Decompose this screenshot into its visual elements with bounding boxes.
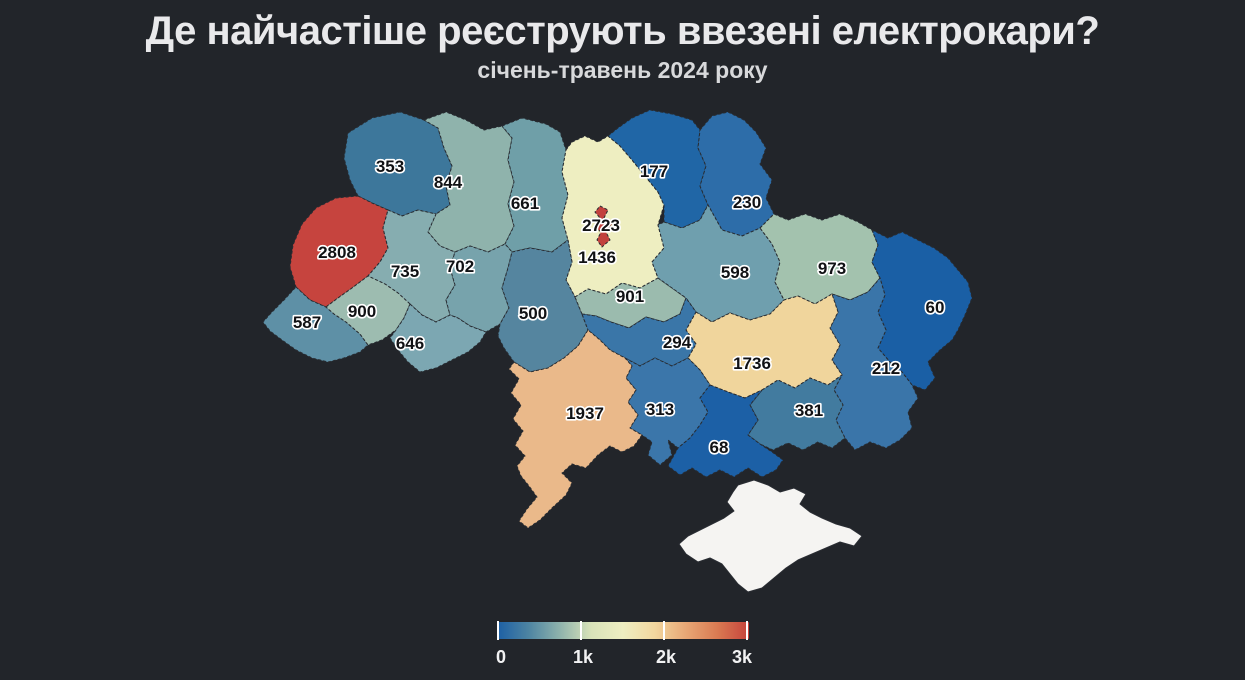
- region-chernihiv[interactable]: [607, 109, 709, 229]
- region-odesa[interactable]: [508, 329, 643, 529]
- legend-label-1k: 1k: [572, 647, 594, 667]
- region-value-rivne: 844: [434, 173, 463, 192]
- region-crimea-no-data: [678, 479, 863, 593]
- region-value-zakarpattia: 587: [293, 313, 321, 332]
- region-kyiv-city[interactable]: [593, 205, 613, 248]
- chart-title: Де найчастіше реєструють ввезені електро…: [145, 9, 1100, 53]
- legend-tick-mark-2k: [663, 621, 665, 640]
- region-value-poltava: 598: [721, 263, 749, 282]
- region-value-kharkiv: 973: [818, 259, 846, 278]
- region-value-labels: 353 844 661 177 230 2808 735 702 2723 14…: [291, 155, 946, 458]
- region-shapes: [262, 109, 973, 593]
- region-value-chernihiv: 177: [640, 162, 668, 181]
- region-value-lviv: 2808: [318, 243, 356, 262]
- chart-subtitle: січень-травень 2024 року: [477, 57, 768, 83]
- region-ivano-frankivsk[interactable]: [325, 275, 411, 346]
- region-value-donetsk: 212: [872, 359, 900, 378]
- legend-gradient-bar: [497, 621, 749, 640]
- region-value-ivano-frankivsk: 900: [348, 302, 376, 321]
- region-value-zaporizhzhia: 381: [795, 401, 823, 420]
- color-legend: 0 1k 2k 3k: [495, 621, 753, 674]
- header: Де найчастіше реєструють ввезені електро…: [0, 8, 1245, 84]
- region-value-sumy: 230: [733, 193, 761, 212]
- region-value-kyiv-city: 2723: [582, 216, 620, 235]
- legend-label-3k: 3k: [731, 647, 753, 667]
- region-donetsk[interactable]: [829, 277, 919, 451]
- region-value-kyiv-oblast: 1436: [578, 248, 616, 267]
- region-kirovohrad[interactable]: [581, 297, 697, 367]
- region-chernivtsi[interactable]: [389, 303, 487, 373]
- legend-tick-mark-3k: [746, 621, 748, 640]
- region-value-zhytomyr: 661: [511, 194, 539, 213]
- region-value-ternopil: 735: [391, 262, 419, 281]
- region-zhytomyr[interactable]: [501, 117, 569, 253]
- legend-label-0: 0: [495, 647, 507, 667]
- region-zakarpattia[interactable]: [262, 286, 369, 363]
- region-rivne[interactable]: [423, 111, 515, 253]
- legend-label-2k: 2k: [655, 647, 677, 667]
- region-value-volyn: 353: [376, 157, 404, 176]
- region-value-khmelnytskyi: 702: [446, 257, 474, 276]
- region-value-kirovohrad: 294: [663, 333, 692, 352]
- region-value-kherson: 68: [710, 438, 729, 457]
- region-value-vinnytsia: 500: [519, 304, 547, 323]
- region-value-chernivtsi: 646: [396, 334, 424, 353]
- region-vinnytsia[interactable]: [497, 239, 589, 373]
- legend-tick-mark-1k: [580, 621, 582, 640]
- region-value-luhansk: 60: [926, 298, 945, 317]
- region-value-dnipropetrovsk: 1736: [733, 354, 771, 373]
- region-value-mykolaiv: 313: [646, 400, 674, 419]
- legend-tick-labels: 0 1k 2k 3k: [495, 647, 753, 673]
- region-value-odesa: 1937: [566, 404, 604, 423]
- region-kherson[interactable]: [667, 384, 784, 478]
- legend-tick-mark-0: [497, 621, 499, 640]
- region-value-cherkasy: 901: [616, 287, 644, 306]
- region-sumy[interactable]: [697, 111, 775, 237]
